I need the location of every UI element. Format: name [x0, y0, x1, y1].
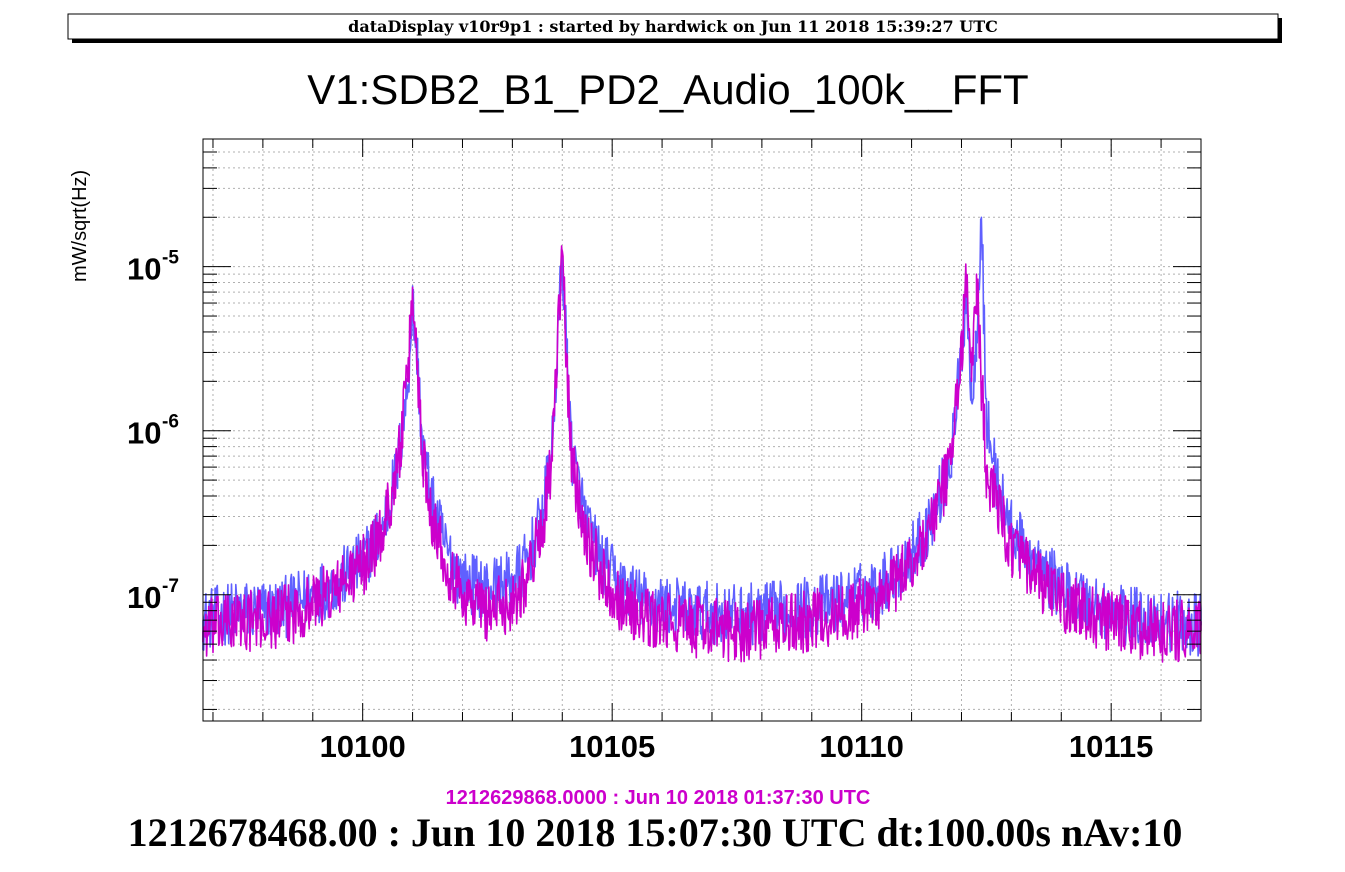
main-time: 1212678468.00 : Jun 10 2018 15:07:30 UTC…	[128, 810, 1183, 855]
banner: dataDisplay v10r9p1 : started by hardwic…	[67, 13, 1282, 43]
y-tick-label: 10 -7	[127, 576, 179, 615]
x-tick-label: 10115	[1069, 729, 1154, 764]
x-axis-unit-clip: Hz	[1156, 772, 1194, 807]
y-tick-label-exponent: -6	[162, 412, 179, 433]
y-tick-label-exponent: -7	[162, 576, 179, 597]
x-tick-label: 10110	[819, 729, 904, 764]
series-layer	[202, 216, 1202, 663]
x-tick-labels: 10100 10105 10110 10115	[320, 729, 1154, 764]
y-tick-label-exponent: -5	[162, 248, 179, 269]
y-tick-label-base: 10	[127, 580, 161, 615]
y-tick-label: 10 -6	[127, 412, 179, 451]
x-tick-label: 10100	[320, 729, 406, 764]
plot-frame	[202, 138, 1202, 722]
ticks-layer	[203, 138, 1201, 721]
x-axis-unit: Hz	[1156, 772, 1194, 807]
y-tick-labels: 10-710-610-5	[127, 248, 179, 615]
x-tick-label: 10105	[569, 729, 655, 764]
banner-box	[67, 13, 1279, 40]
reference-time: 1212629868.0000 : Jun 10 2018 01:37:30 U…	[446, 787, 871, 809]
banner-text: dataDisplay v10r9p1 : started by hardwic…	[348, 17, 998, 36]
y-tick-label-base: 10	[127, 252, 161, 287]
y-tick-label-base: 10	[127, 416, 161, 451]
chart-title: V1:SDB2_B1_PD2_Audio_100k__FFT	[307, 66, 1028, 113]
series-line-2	[202, 245, 1202, 663]
series-line-1	[202, 216, 1202, 657]
y-tick-label: 10 -5	[127, 248, 179, 287]
y-axis-label: mW/sqrt(Hz)	[69, 170, 91, 282]
